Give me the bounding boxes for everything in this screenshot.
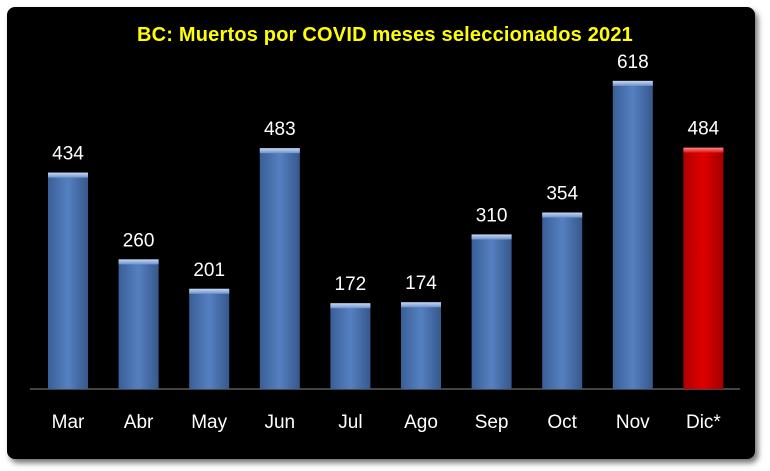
category-label-jun: Jun: [264, 412, 295, 433]
bar-cap-oct: [542, 212, 583, 218]
category-label-oct: Oct: [547, 412, 577, 433]
bar-nov: [612, 80, 653, 389]
data-label-dic: 484: [688, 119, 720, 140]
bar-cap-mar: [48, 172, 88, 178]
category-label-nov: Nov: [616, 412, 650, 433]
bar-cap-nov: [612, 80, 653, 86]
bar-may: [189, 288, 230, 389]
category-label-abr: Abr: [124, 412, 154, 433]
bar-cap-sep: [471, 234, 512, 240]
bar-dic: [683, 147, 724, 389]
data-label-may: 201: [193, 260, 225, 281]
category-label-dic: Dic*: [686, 412, 721, 433]
bar-cap-may: [189, 288, 230, 294]
bar-cap-jul: [330, 303, 371, 309]
data-label-ago: 174: [405, 273, 437, 294]
category-label-may: May: [191, 412, 227, 433]
bar-cap-jun: [259, 148, 300, 154]
bar-sep: [471, 234, 512, 389]
bar-cap-ago: [401, 302, 441, 308]
bar-mar: [48, 172, 88, 389]
data-label-jun: 483: [264, 119, 296, 140]
category-label-ago: Ago: [404, 412, 438, 433]
bar-cap-abr: [118, 259, 159, 265]
data-label-mar: 434: [52, 144, 84, 165]
bar-jun: [259, 148, 300, 389]
data-label-sep: 310: [476, 205, 508, 226]
data-label-jul: 172: [335, 274, 367, 295]
category-label-sep: Sep: [475, 412, 509, 433]
bar-ago: [401, 302, 441, 389]
data-label-oct: 354: [546, 184, 578, 205]
category-label-jul: Jul: [338, 412, 362, 433]
bar-jul: [330, 303, 371, 389]
bar-abr: [118, 259, 159, 389]
data-label-nov: 618: [617, 52, 649, 73]
bar-oct: [542, 212, 583, 389]
data-label-abr: 260: [123, 230, 155, 251]
chart-title: BC: Muertos por COVID meses seleccionado…: [136, 24, 634, 46]
category-label-mar: Mar: [52, 412, 85, 433]
bar-cap-dic: [683, 147, 724, 153]
